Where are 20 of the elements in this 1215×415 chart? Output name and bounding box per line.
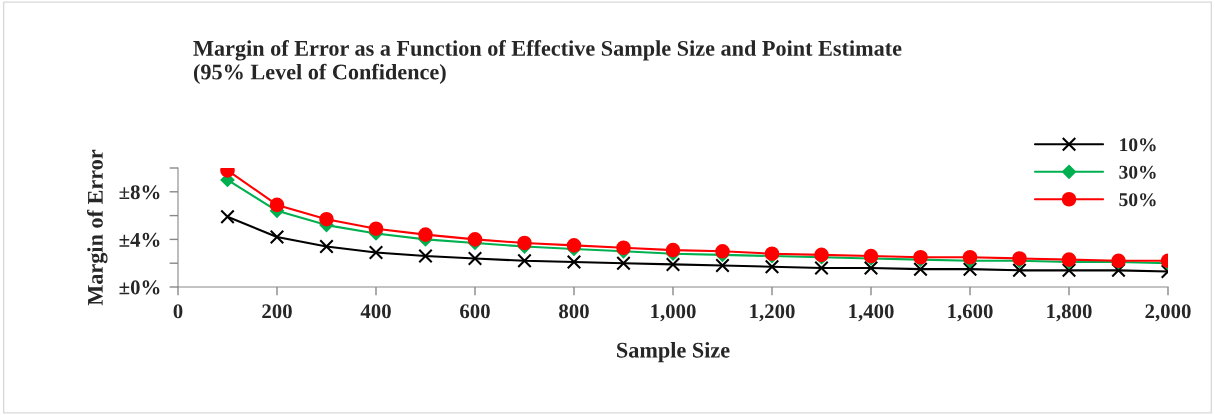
x-tick-label: 0 <box>173 304 183 319</box>
legend-label: 10% <box>1120 138 1156 152</box>
x-tick-label: 1,000 <box>651 304 696 322</box>
x-axis-title: Sample Size <box>617 342 730 363</box>
x-tick-label: 1,600 <box>948 304 993 322</box>
x-tick-label: 800 <box>559 304 589 319</box>
y-tick-label: ±4% <box>119 232 160 247</box>
x-tick-label: 1,800 <box>1047 304 1092 322</box>
y-axis-title: Margin of Error <box>86 149 108 306</box>
x-tick-label: 2,000 <box>1145 304 1191 322</box>
x-tick-label: 600 <box>460 304 490 319</box>
y-tick-label: ±8% <box>119 185 160 200</box>
x-tick-label: 1,200 <box>750 304 795 322</box>
legend-label: 30% <box>1119 165 1156 179</box>
y-tick-label: ±0% <box>119 280 160 295</box>
legend-label: 50% <box>1119 193 1156 207</box>
x-tick-label: 1,400 <box>849 304 894 322</box>
x-tick-label: 400 <box>360 304 391 319</box>
chart-title: Margin of Error as a Function of Effective Sample Size and Point Estimate (95% Level of Confidence) <box>193 40 902 85</box>
x-tick-label: 200 <box>262 304 292 319</box>
